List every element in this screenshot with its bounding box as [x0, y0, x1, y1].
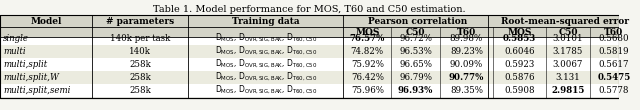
- Text: multi,split,W: multi,split,W: [3, 72, 59, 82]
- Text: 0.5923: 0.5923: [504, 60, 534, 69]
- Text: $\mathrm{D_{MOS}}$, $\mathrm{D_{OVR,SIG,BAK}}$, $\mathrm{D_{T60,C50}}$: $\mathrm{D_{MOS}}$, $\mathrm{D_{OVR,SIG,…: [214, 45, 317, 57]
- Bar: [0, 58, 619, 71]
- Text: 0.5475: 0.5475: [597, 72, 630, 82]
- Text: Root-mean-squared error: Root-mean-squared error: [502, 16, 630, 26]
- Text: 0.5908: 0.5908: [504, 85, 535, 94]
- Text: Model: Model: [30, 16, 61, 26]
- Text: 96.65%: 96.65%: [399, 60, 432, 69]
- Text: 258k: 258k: [129, 72, 151, 82]
- Text: 0.5778: 0.5778: [598, 85, 629, 94]
- Text: 96.93%: 96.93%: [398, 85, 433, 94]
- Text: 0.5853: 0.5853: [503, 34, 536, 42]
- Text: $\mathrm{D_{MOS}}$, $\mathrm{D_{OVR,SIG,BAK}}$, $\mathrm{D_{T60,C50}}$: $\mathrm{D_{MOS}}$, $\mathrm{D_{OVR,SIG,…: [214, 58, 317, 70]
- Text: 90.77%: 90.77%: [449, 72, 484, 82]
- Text: 89.23%: 89.23%: [450, 47, 483, 56]
- Text: $\mathrm{D_{MOS}}$, $\mathrm{D_{OVR,SIG,BAK}}$, $\mathrm{D_{T60,C50}}$: $\mathrm{D_{MOS}}$, $\mathrm{D_{OVR,SIG,…: [214, 32, 317, 44]
- Text: 140k: 140k: [129, 47, 151, 56]
- Text: 96.72%: 96.72%: [399, 34, 432, 42]
- Text: 258k: 258k: [129, 60, 151, 69]
- Text: 76.57%: 76.57%: [349, 34, 385, 42]
- Text: T60: T60: [457, 28, 476, 37]
- Text: 0.5680: 0.5680: [598, 34, 629, 42]
- Bar: [0, 15, 619, 98]
- Text: # parameters: # parameters: [106, 16, 174, 26]
- Text: multi,split: multi,split: [3, 60, 47, 69]
- Text: multi,split,semi: multi,split,semi: [3, 85, 70, 94]
- Text: 96.53%: 96.53%: [399, 47, 432, 56]
- Text: 0.5876: 0.5876: [504, 72, 535, 82]
- Text: single: single: [3, 34, 29, 42]
- Bar: [0, 71, 619, 83]
- Text: MOS: MOS: [508, 28, 532, 37]
- Text: 3.1785: 3.1785: [553, 47, 583, 56]
- Bar: [0, 15, 619, 37]
- Text: 96.79%: 96.79%: [399, 72, 432, 82]
- Text: 75.92%: 75.92%: [351, 60, 384, 69]
- Text: 74.82%: 74.82%: [351, 47, 384, 56]
- Text: Training data: Training data: [232, 16, 300, 26]
- Text: $\mathrm{D_{MOS}}$, $\mathrm{D_{OVR,SIG,BAK}}$, $\mathrm{D_{T60,C50}}$: $\mathrm{D_{MOS}}$, $\mathrm{D_{OVR,SIG,…: [214, 71, 317, 83]
- Text: Table 1. Model performance for MOS, T60 and C50 estimation.: Table 1. Model performance for MOS, T60 …: [153, 5, 466, 14]
- Text: T60: T60: [604, 28, 623, 37]
- Text: C50: C50: [406, 28, 426, 37]
- Text: MOS: MOS: [355, 28, 380, 37]
- Text: 258k: 258k: [129, 85, 151, 94]
- Text: 0.5819: 0.5819: [598, 47, 629, 56]
- Bar: [0, 45, 619, 58]
- Text: 90.09%: 90.09%: [450, 60, 483, 69]
- Text: 0.6046: 0.6046: [504, 47, 535, 56]
- Text: multi: multi: [3, 47, 26, 56]
- Text: 89.35%: 89.35%: [450, 85, 483, 94]
- Text: 3.131: 3.131: [556, 72, 580, 82]
- Text: 0.5617: 0.5617: [598, 60, 629, 69]
- Text: 3.0067: 3.0067: [553, 60, 583, 69]
- Bar: [0, 83, 619, 96]
- Text: C50: C50: [558, 28, 578, 37]
- Text: 76.42%: 76.42%: [351, 72, 384, 82]
- Text: 89.98%: 89.98%: [450, 34, 483, 42]
- Text: $\mathrm{D_{MOS}}$, $\mathrm{D_{OVR,SIG,BAK}}$, $\mathrm{D_{T60,C50}}$: $\mathrm{D_{MOS}}$, $\mathrm{D_{OVR,SIG,…: [214, 84, 317, 96]
- Text: 140k per task: 140k per task: [110, 34, 170, 42]
- Text: Pearson correlation: Pearson correlation: [369, 16, 468, 26]
- Text: 3.0101: 3.0101: [552, 34, 583, 42]
- Text: 2.9815: 2.9815: [551, 85, 584, 94]
- Bar: [0, 31, 619, 45]
- Text: 75.96%: 75.96%: [351, 85, 384, 94]
